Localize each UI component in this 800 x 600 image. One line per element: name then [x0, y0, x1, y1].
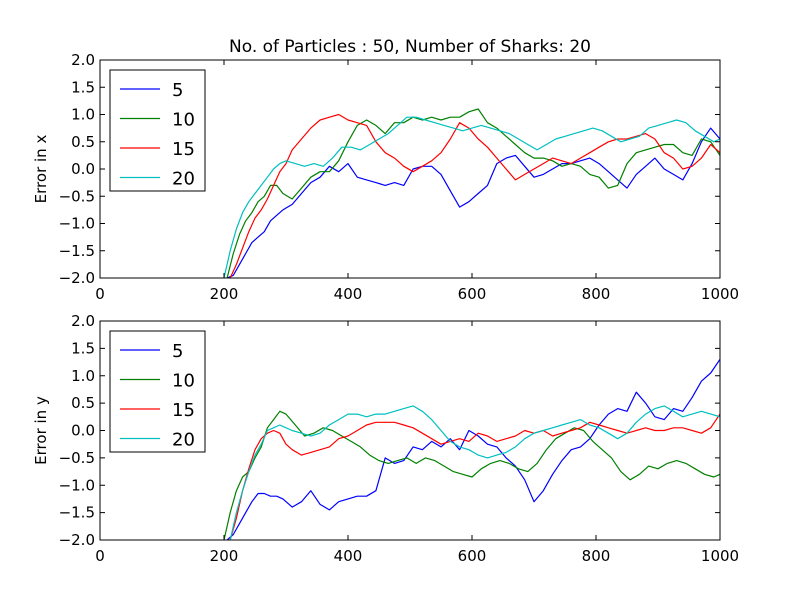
- series-lines: [223, 108, 720, 278]
- y-tick-label: 1.0: [71, 106, 95, 124]
- y-tick-label: −2.0: [59, 531, 95, 549]
- legend-label: 20: [172, 169, 195, 190]
- series-lines: [223, 358, 720, 540]
- y-tick-label: −1.5: [59, 242, 95, 260]
- x-tick-label: 600: [458, 547, 487, 565]
- x-tick-label: 0: [95, 285, 105, 303]
- series-line-15: [229, 113, 720, 278]
- y-tick-label: 1.0: [71, 367, 95, 385]
- y-tick-label: 2.0: [71, 51, 95, 69]
- figure-title: No. of Particles : 50, Number of Sharks:…: [229, 37, 591, 57]
- y-axis-label: Error in x: [32, 135, 50, 204]
- subplots: 0 200 400 600 800 1000−2.0−1.5−1.0−0.50.00.51…: [32, 51, 739, 565]
- legend: 5 10 15 20: [109, 69, 206, 192]
- y-tick-label: 1.5: [71, 78, 95, 96]
- legend-label: 10: [172, 371, 195, 392]
- legend-label: 5: [172, 341, 183, 362]
- legend-label: 20: [172, 430, 195, 451]
- y-tick-label: −1.0: [59, 215, 95, 233]
- series-line-5: [226, 358, 720, 540]
- x-tick-label: 600: [458, 285, 487, 303]
- y-tick-label: 0.5: [71, 133, 95, 151]
- series-line-10: [226, 108, 720, 278]
- x-tick-label: 200: [210, 285, 239, 303]
- y-tick-label: −1.5: [59, 504, 95, 522]
- series-line-10: [223, 410, 720, 540]
- x-tick-label: 1000: [701, 285, 739, 303]
- series-line-20: [229, 405, 720, 540]
- legend-label: 10: [172, 110, 195, 131]
- x-tick-label: 200: [210, 547, 239, 565]
- legend-label: 15: [172, 139, 195, 160]
- y-tick-label: −2.0: [59, 269, 95, 287]
- x-tick-label: 400: [334, 547, 363, 565]
- y-tick-label: −1.0: [59, 476, 95, 494]
- y-tick-label: 2.0: [71, 312, 95, 330]
- legend: 5 10 15 20: [109, 330, 206, 453]
- x-tick-label: 400: [334, 285, 363, 303]
- series-line-20: [223, 116, 720, 278]
- subplot-2: 0 200 400 600 800 1000 −2.0 −1.5 −1.0 −0.5 0.0 0.5 1…: [32, 312, 739, 565]
- y-tick-label: −0.5: [59, 449, 95, 467]
- y-axis-label: Error in y: [32, 396, 50, 465]
- x-tick-label: 800: [582, 547, 611, 565]
- subplot-1: 0 200 400 600 800 1000 −2.0 −1.5 −1.0 −0.5 0.0 0.5 1…: [32, 51, 739, 303]
- legend-box: [109, 69, 206, 192]
- series-line-15: [229, 413, 720, 540]
- x-tick-label: 0: [95, 547, 105, 565]
- legend-label: 15: [172, 400, 195, 421]
- series-line-5: [226, 127, 720, 278]
- legend-label: 5: [172, 80, 183, 101]
- x-tick-label: 1000: [701, 547, 739, 565]
- y-tick-label: 0.0: [71, 160, 95, 178]
- y-tick-label: 0.5: [71, 394, 95, 412]
- legend-box: [109, 330, 206, 453]
- x-tick-label: 800: [582, 285, 611, 303]
- y-tick-label: 0.0: [71, 422, 95, 440]
- y-tick-label: −0.5: [59, 187, 95, 205]
- y-tick-label: 1.5: [71, 339, 95, 357]
